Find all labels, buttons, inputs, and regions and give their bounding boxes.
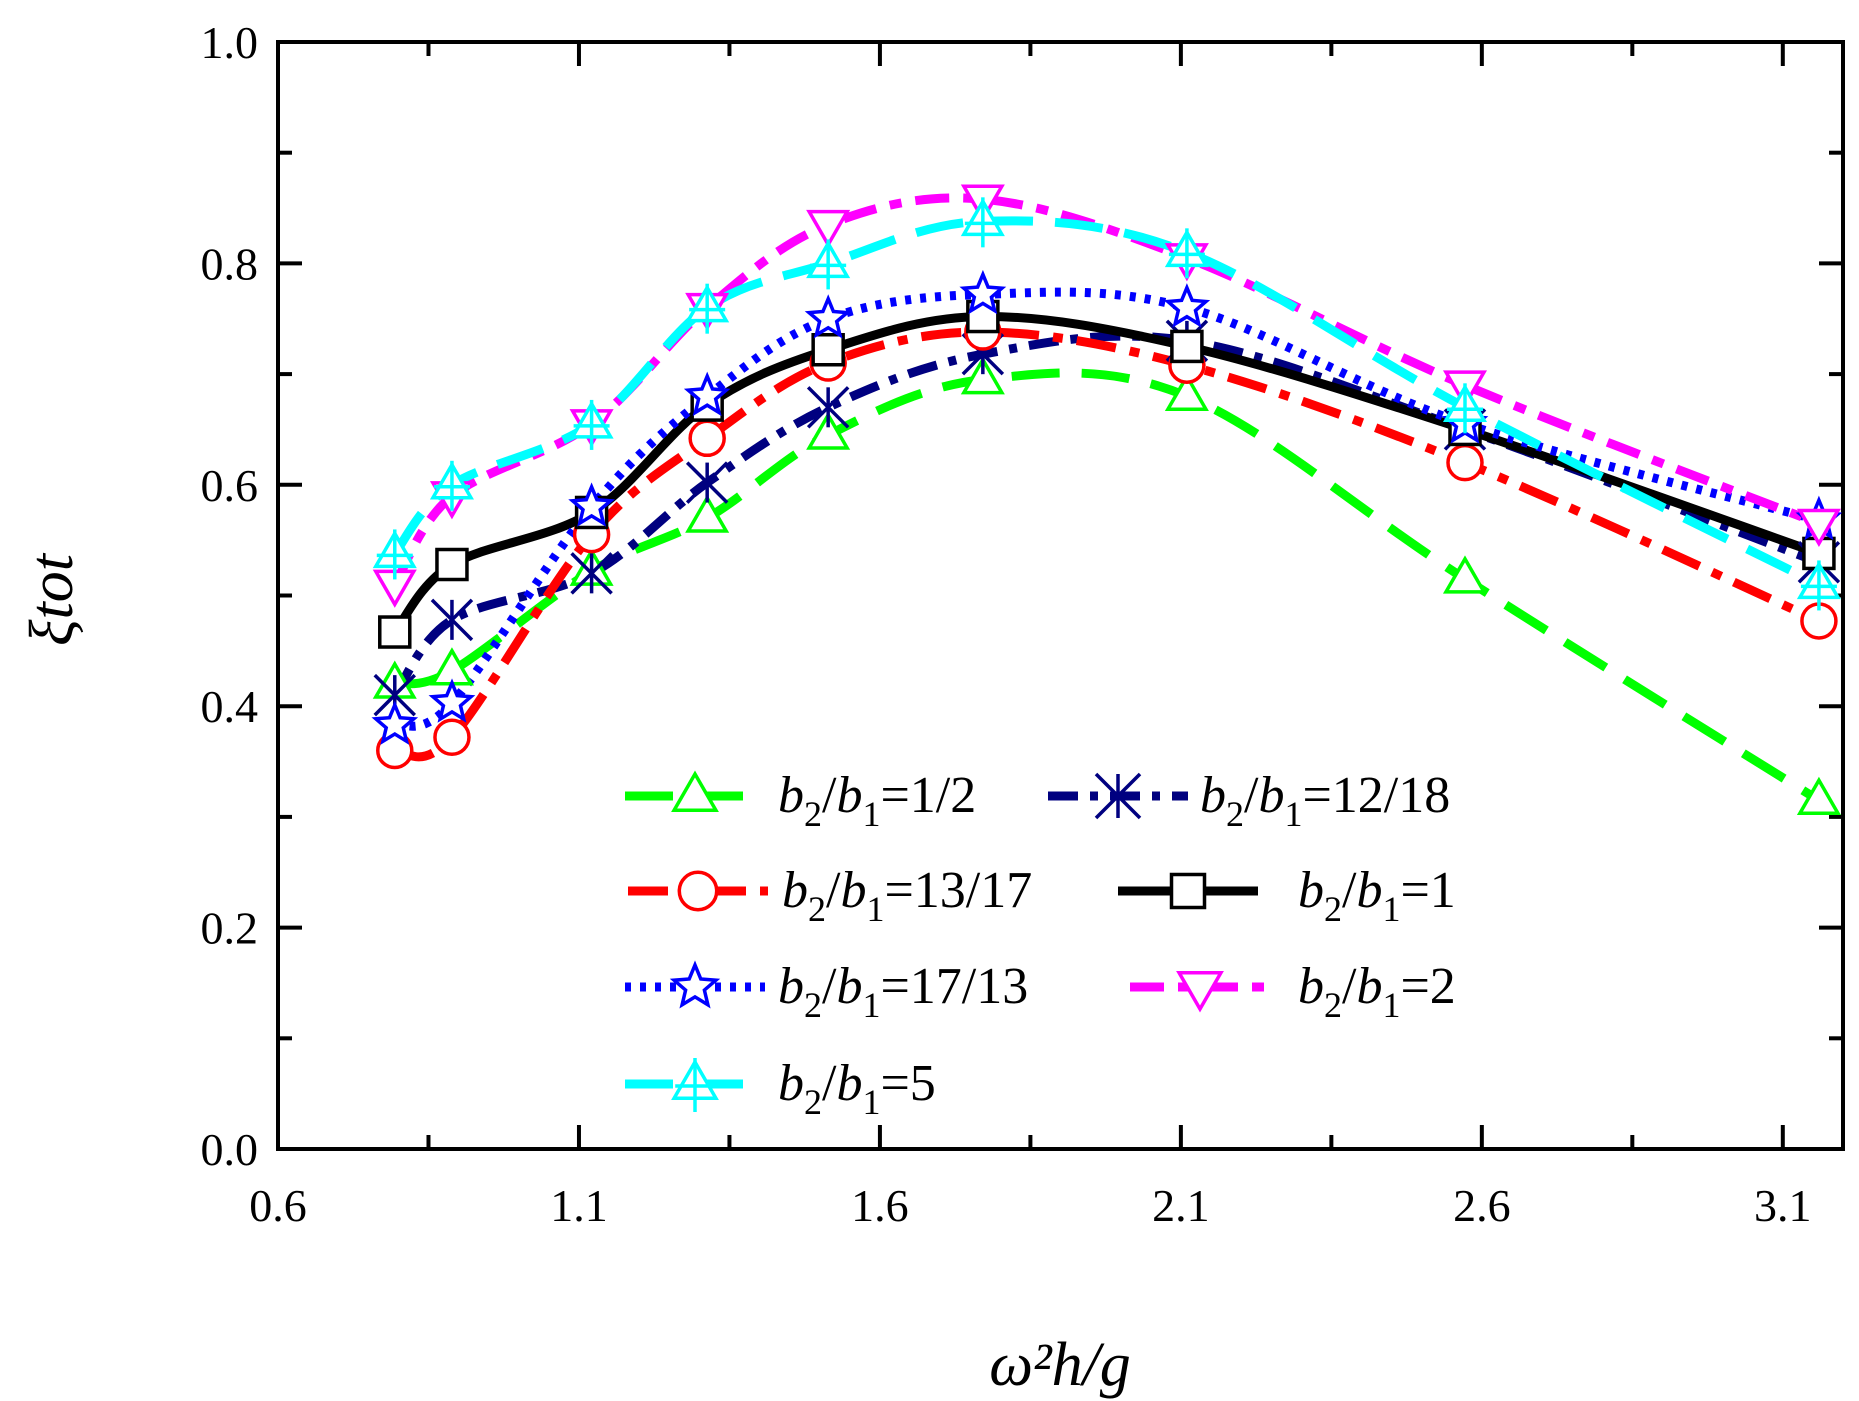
data-point-marker xyxy=(433,718,471,756)
x-tick-label: 3.1 xyxy=(1754,1180,1812,1231)
series-line xyxy=(393,327,1821,762)
data-point-marker xyxy=(688,419,726,458)
data-point-marker xyxy=(378,615,412,649)
x-tick-label: 0.6 xyxy=(249,1180,307,1231)
data-point-marker xyxy=(685,461,729,504)
data-point-marker xyxy=(1164,228,1209,279)
legend-label: b2/b1=1 xyxy=(1298,862,1456,929)
data-point-marker xyxy=(569,399,614,450)
data-point-marker xyxy=(1796,560,1841,611)
data-point-marker xyxy=(371,700,419,745)
data-point-marker xyxy=(960,356,1005,395)
legend-entry: b2/b1=1 xyxy=(1118,862,1456,929)
data-point-marker xyxy=(1163,283,1211,328)
y-tick-label: 0.6 xyxy=(201,460,259,511)
data-point-marker xyxy=(570,552,613,595)
legend-entry: b2/b1=13/17 xyxy=(628,862,1032,929)
data-point-marker xyxy=(806,239,851,290)
data-point-marker xyxy=(669,960,721,1009)
data-point-marker xyxy=(1164,372,1209,411)
data-point-marker xyxy=(1094,772,1142,820)
data-point-marker xyxy=(1176,970,1224,1013)
data-point-marker xyxy=(806,386,850,429)
data-point-marker xyxy=(1169,872,1207,910)
x-tick-label: 1.1 xyxy=(550,1180,608,1231)
data-point-marker xyxy=(1796,508,1841,548)
axis-tick-labels: 0.6 1.1 1.6 2.1 2.6 3.1 0.0 0.2 0.4 0.6 0.8 1.0 xyxy=(201,17,1812,1231)
data-point-marker xyxy=(806,411,851,450)
y-tick-label: 0.4 xyxy=(201,681,259,732)
data-point-marker xyxy=(685,283,730,334)
data-point-marker xyxy=(1170,329,1204,364)
y-tick-label: 1.0 xyxy=(201,17,259,68)
data-point-marker xyxy=(806,209,851,249)
legend-entry: b2/b1=17/13 xyxy=(625,958,1028,1025)
legend-entry: b2/b1=5 xyxy=(625,1055,936,1122)
data-point-marker xyxy=(1446,443,1484,482)
legend-label: b2/b1=13/17 xyxy=(782,862,1032,929)
data-point-marker xyxy=(430,598,474,642)
data-point-marker xyxy=(960,197,1005,248)
y-tick-label: 0.8 xyxy=(201,238,259,289)
legend: b2/b1=1/2 b2/b1=12/18 b2/b1=13/17 b2/b1=1 b2… xyxy=(625,767,1456,1122)
x-tick-label: 1.6 xyxy=(851,1180,909,1231)
data-point-marker xyxy=(435,547,469,582)
legend-label: b2/b1=5 xyxy=(778,1055,936,1122)
data-point-marker xyxy=(671,1058,719,1112)
series-markers xyxy=(371,184,1843,816)
x-axis-title: ω²h/g xyxy=(989,1331,1131,1399)
data-point-marker xyxy=(959,269,1007,315)
data-point-marker xyxy=(568,482,615,527)
data-point-marker xyxy=(677,870,719,912)
data-point-marker xyxy=(811,332,845,367)
legend-entry: b2/b1=1/2 xyxy=(625,767,976,834)
data-point-marker xyxy=(685,494,730,533)
legend-label: b2/b1=12/18 xyxy=(1200,767,1450,834)
legend-label: b2/b1=2 xyxy=(1298,958,1456,1025)
data-point-marker xyxy=(429,460,474,511)
legend-label: b2/b1=17/13 xyxy=(778,958,1028,1025)
y-tick-label: 0.0 xyxy=(201,1124,259,1175)
plot-frame xyxy=(276,40,1845,1151)
data-point-marker xyxy=(804,294,852,339)
x-tick-label: 2.1 xyxy=(1152,1180,1210,1231)
y-axis-title: ξtot xyxy=(18,552,86,646)
legend-label: b2/b1=1/2 xyxy=(778,767,976,834)
data-point-marker xyxy=(1796,776,1841,816)
data-point-marker xyxy=(372,529,417,580)
data-point-marker xyxy=(1442,383,1488,434)
series-line xyxy=(393,287,1821,731)
x-tick-label: 2.6 xyxy=(1453,1180,1511,1231)
data-point-marker xyxy=(1442,555,1488,594)
data-point-marker xyxy=(683,371,731,417)
legend-entry: b2/b1=12/18 xyxy=(1048,767,1450,834)
axis-ticks xyxy=(276,40,1843,1151)
data-point-marker xyxy=(671,770,719,813)
data-point-marker xyxy=(428,678,476,723)
y-tick-label: 0.2 xyxy=(201,903,259,954)
legend-entry: b2/b1=2 xyxy=(1130,958,1456,1025)
